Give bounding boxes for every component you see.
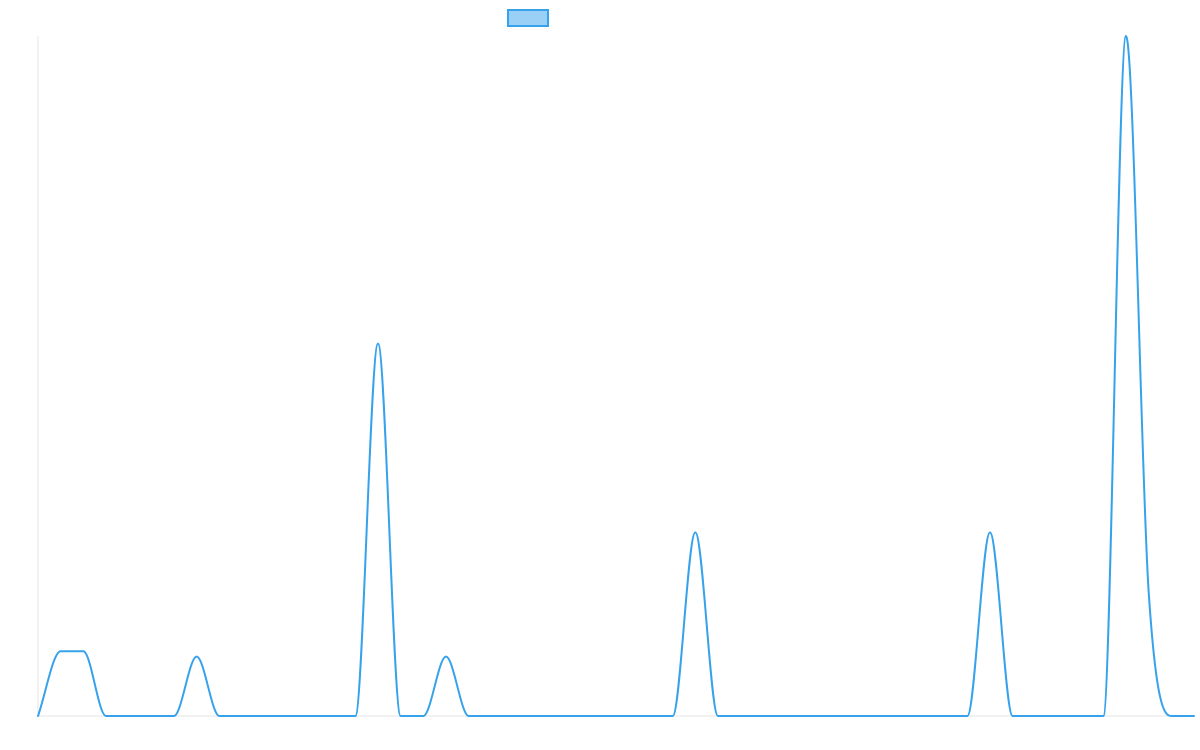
legend-swatch[interactable] xyxy=(507,9,549,27)
series-line-0 xyxy=(37,35,1195,717)
series-layer xyxy=(37,35,1195,717)
